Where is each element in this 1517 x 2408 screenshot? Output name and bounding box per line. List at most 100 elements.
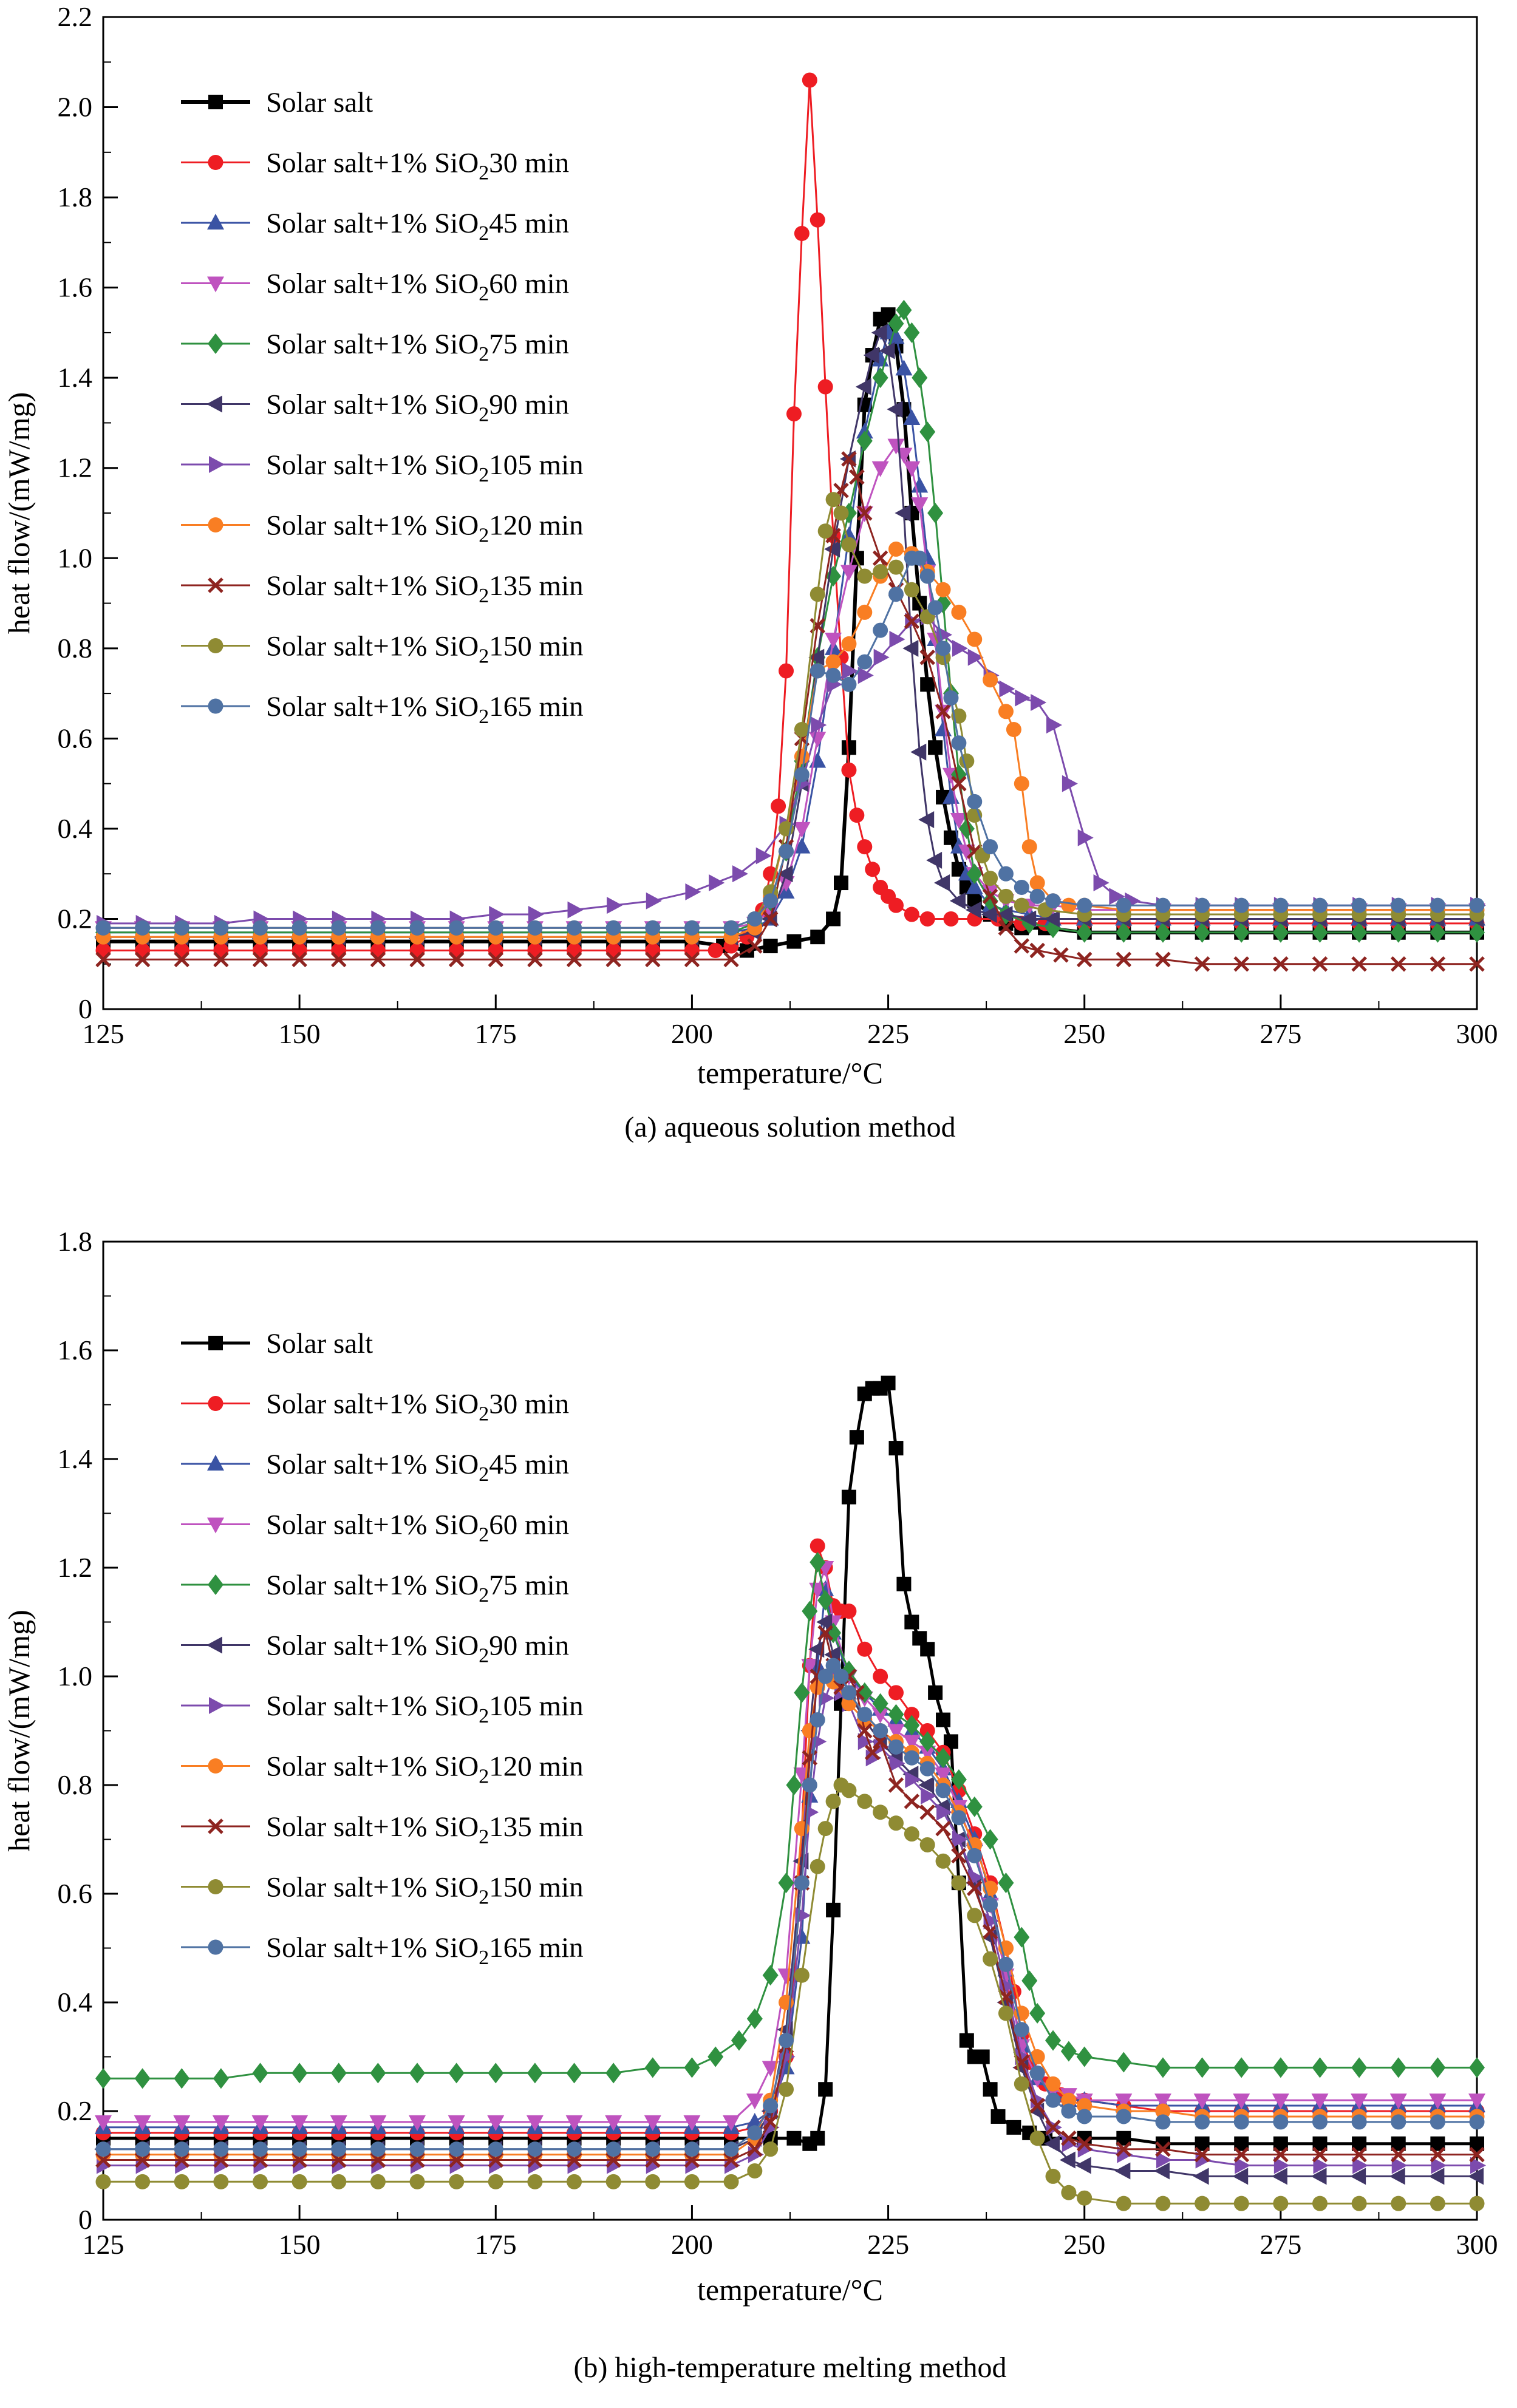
marker-square-solar-salt <box>786 934 802 949</box>
marker-diamond-sio2-75min <box>213 2068 229 2089</box>
marker-circle-sio2-165min <box>567 920 582 936</box>
marker-circle-sio2-165min <box>174 920 189 936</box>
y-tick-label: 0.4 <box>58 1987 93 2018</box>
marker-x-cross-sio2-135min <box>645 951 661 968</box>
marker-triangle-left-sio2-90min <box>1468 2168 1484 2185</box>
marker-circle-sio2-150min <box>488 2174 503 2189</box>
y-tick-label: 1.2 <box>58 452 93 483</box>
marker-circle-sio2-150min <box>825 492 841 508</box>
marker-circle-sio2-165min <box>95 920 111 936</box>
series-solar-salt <box>96 1375 1484 2151</box>
marker-x-cross-sio2-135min <box>252 2152 268 2168</box>
legend-label-sio2-75min: Solar salt+1% SiO275 min <box>266 328 569 366</box>
series-sio2-165min <box>95 550 1485 936</box>
marker-triangle-left-sio2-90min <box>816 1613 833 1631</box>
marker-diamond-sio2-75min <box>966 863 983 885</box>
marker-circle-sio2-150min <box>1029 2131 1045 2146</box>
marker-triangle-left-sio2-90min <box>871 324 887 341</box>
marker-triangle-down-sio2-60min <box>723 2115 740 2131</box>
marker-diamond-sio2-75min <box>1430 922 1446 943</box>
marker-circle-sio2-150min <box>527 2174 543 2189</box>
marker-x-cross-sio2-135min <box>331 951 347 968</box>
marker-triangle-right-sio2-105min <box>999 680 1015 698</box>
marker-triangle-right-sio2-105min <box>1062 775 1078 792</box>
marker-x-cross-sio2-135min <box>1076 2135 1093 2152</box>
marker-x-cross-sio2-135min <box>448 951 465 968</box>
legend-item-sio2-120min: Solar salt+1% SiO2120 min <box>181 510 584 547</box>
marker-circle-sio2-165min <box>370 2141 386 2157</box>
marker-circle-sio2-150min <box>135 2174 151 2189</box>
marker-circle-sio2-165min <box>1273 897 1289 913</box>
marker-x-cross-sio2-135min <box>684 951 700 968</box>
legend-marker-triangle-down-sio2-60min <box>207 1517 224 1534</box>
marker-x-cross-sio2-135min <box>723 2152 739 2168</box>
marker-circle-sio2-150min <box>1077 2190 1093 2206</box>
marker-diamond-sio2-75min <box>1272 2057 1289 2078</box>
legend-marker-triangle-left-sio2-90min <box>206 395 222 413</box>
marker-square-solar-salt <box>841 1489 856 1505</box>
legend-label-sio2-60min: Solar salt+1% SiO260 min <box>266 268 569 305</box>
legend-label-sio2-135min: Solar salt+1% SiO2135 min <box>266 570 584 607</box>
marker-triangle-down-sio2-60min <box>291 2115 309 2131</box>
legend-item-sio2-90min: Solar salt+1% SiO290 min <box>181 1630 569 1667</box>
marker-x-cross-sio2-135min <box>1194 2146 1210 2163</box>
marker-diamond-sio2-75min <box>1021 1970 1038 1991</box>
marker-x-cross-sio2-135min <box>252 951 268 968</box>
marker-x-cross-sio2-135min <box>849 469 865 485</box>
marker-triangle-right-sio2-105min <box>685 883 701 900</box>
marker-circle-sio2-30min <box>810 212 825 228</box>
marker-circle-sio2-165min <box>841 676 857 692</box>
marker-x-cross-sio2-135min <box>1469 956 1485 972</box>
y-tick-label: 0.8 <box>58 633 93 664</box>
marker-triangle-left-sio2-90min <box>1044 910 1060 928</box>
marker-circle-sio2-165min <box>723 920 739 936</box>
marker-circle-sio2-150min <box>817 1821 833 1837</box>
marker-x-cross-sio2-135min <box>134 951 151 968</box>
marker-triangle-up-sio2-45min <box>966 878 983 894</box>
marker-circle-sio2-165min <box>857 654 873 670</box>
marker-triangle-down-sio2-60min <box>683 2115 701 2131</box>
marker-circle-sio2-165min <box>409 920 425 936</box>
marker-circle-sio2-165min <box>135 2141 151 2157</box>
y-tick-label: 2.0 <box>58 92 93 123</box>
y-tick-label: 1.6 <box>58 1335 93 1366</box>
marker-triangle-right-sio2-105min <box>1156 2151 1172 2169</box>
marker-diamond-sio2-75min <box>840 1661 857 1682</box>
marker-square-solar-salt <box>936 1712 951 1727</box>
marker-circle-sio2-165min <box>998 866 1014 882</box>
marker-circle-sio2-150min <box>1014 897 1029 913</box>
marker-x-cross-sio2-135min <box>1233 956 1249 972</box>
marker-x-cross-sio2-135min <box>605 951 621 968</box>
marker-circle-sio2-150min <box>567 2174 582 2189</box>
x-tick-label: 125 <box>83 1018 124 1049</box>
x-tick-label: 150 <box>279 2229 321 2260</box>
marker-triangle-right-sio2-105min <box>489 906 505 923</box>
marker-diamond-sio2-75min <box>707 2046 724 2067</box>
marker-circle-sio2-165min <box>1116 897 1131 913</box>
legend-marker-triangle-right-sio2-105min <box>209 1697 225 1714</box>
marker-square-solar-salt <box>841 740 856 755</box>
legend-label-sio2-120min: Solar salt+1% SiO2120 min <box>266 510 584 547</box>
marker-diamond-sio2-75min <box>488 2063 504 2084</box>
marker-circle-sio2-165min <box>802 1777 817 1793</box>
marker-x-cross-sio2-135min <box>1155 2141 1171 2157</box>
marker-triangle-down-sio2-60min <box>212 2115 230 2131</box>
marker-circle-sio2-165min <box>213 920 229 936</box>
marker-circle-sio2-165min <box>1077 897 1093 913</box>
marker-x-cross-sio2-135min <box>291 951 307 968</box>
marker-square-solar-salt <box>990 2109 1006 2124</box>
marker-x-cross-sio2-135min <box>872 1733 888 1750</box>
marker-circle-sio2-165min <box>1061 2103 1077 2119</box>
marker-diamond-sio2-75min <box>527 2063 543 2084</box>
marker-diamond-sio2-75min <box>904 1715 920 1736</box>
marker-diamond-sio2-75min <box>409 2063 426 2084</box>
chart-caption: (b) high-temperature melting method <box>573 2352 1006 2384</box>
marker-triangle-down-sio2-60min <box>895 447 913 464</box>
marker-triangle-left-sio2-90min <box>965 901 981 919</box>
marker-circle-sio2-165min <box>253 920 268 936</box>
marker-diamond-sio2-75min <box>1272 922 1289 943</box>
marker-triangle-right-sio2-105min <box>842 662 858 679</box>
legend-item-solar-salt: Solar salt <box>181 87 373 118</box>
y-tick-label: 0.8 <box>58 1769 93 1800</box>
legend-label-sio2-90min: Solar salt+1% SiO290 min <box>266 1630 569 1667</box>
